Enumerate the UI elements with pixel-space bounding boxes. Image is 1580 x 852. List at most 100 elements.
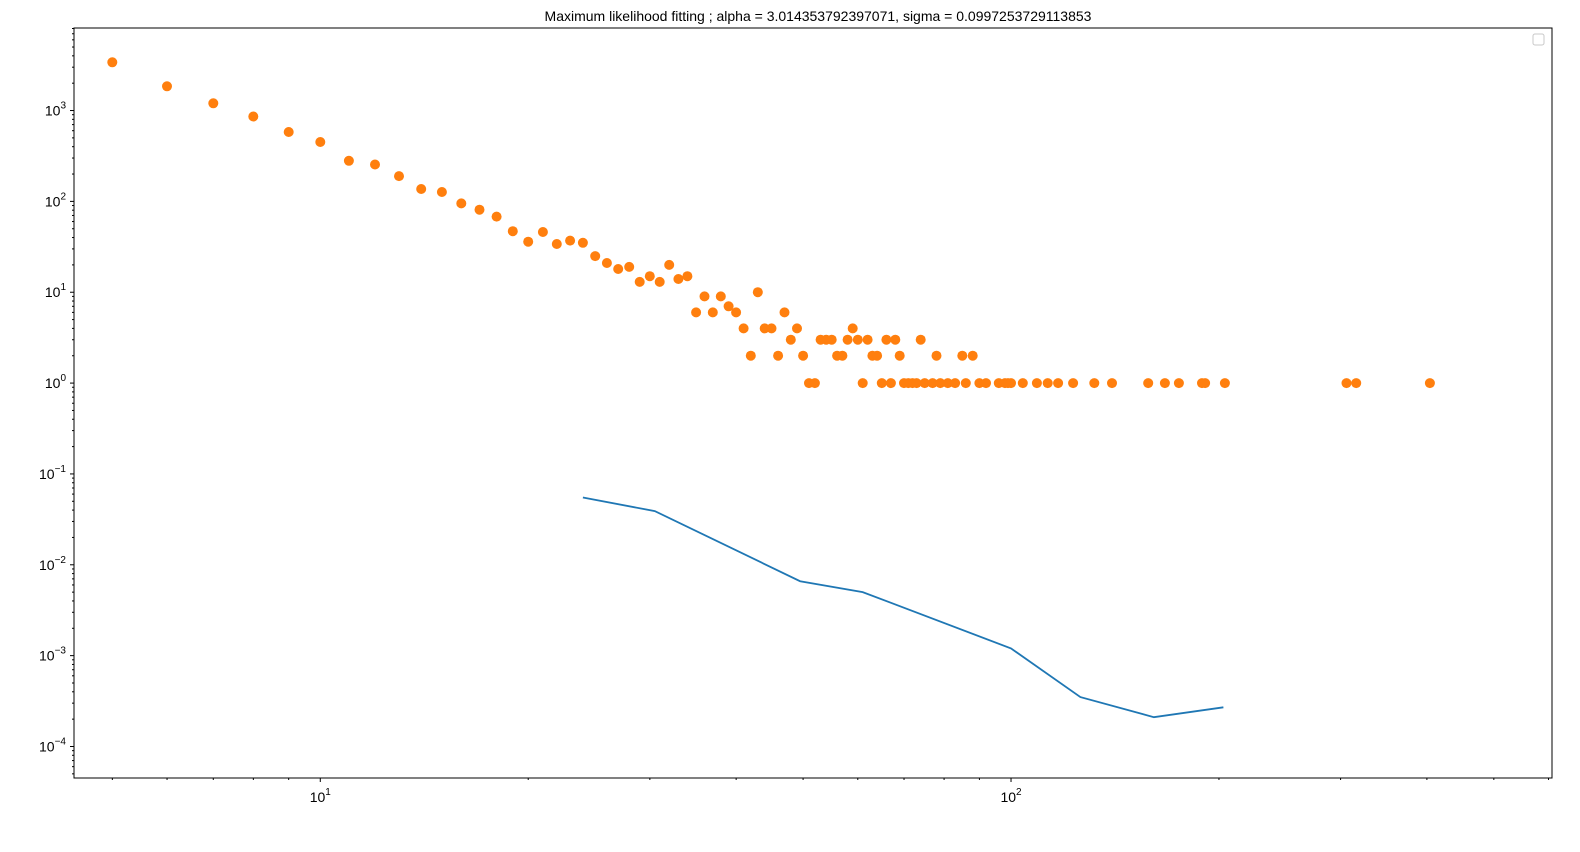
scatter-point xyxy=(752,287,763,298)
y-tick-base: 10 xyxy=(45,284,61,300)
y-tick-label: 101 xyxy=(45,282,67,300)
scatter-point xyxy=(950,378,961,389)
scatter-point xyxy=(1031,378,1042,389)
scatter-point xyxy=(852,334,863,345)
scatter-point xyxy=(644,271,655,282)
scatter-point xyxy=(731,307,742,318)
scatter-point xyxy=(885,378,896,389)
scatter-point xyxy=(654,276,665,287)
y-tick-label: 103 xyxy=(45,101,67,119)
scatter-point xyxy=(474,204,485,215)
scatter-point xyxy=(1424,378,1435,389)
scatter-point xyxy=(837,350,848,361)
scatter-point xyxy=(691,307,702,318)
y-tick-label: 10−2 xyxy=(39,555,66,573)
scatter-point xyxy=(957,350,968,361)
scatter-point xyxy=(911,378,922,389)
scatter-point xyxy=(1341,378,1352,389)
scatter-point xyxy=(960,378,971,389)
y-tick-base: 10 xyxy=(45,375,61,391)
scatter-point xyxy=(1107,378,1117,389)
scatter-point xyxy=(436,187,447,197)
scatter-point xyxy=(613,264,624,274)
scatter-point xyxy=(1042,378,1053,389)
scatter-point xyxy=(1017,378,1028,389)
scatter-point xyxy=(842,334,853,345)
scatter-point xyxy=(699,291,710,302)
scatter-point xyxy=(715,291,726,302)
y-tick-label: 100 xyxy=(45,373,67,391)
scatter-point xyxy=(1053,378,1064,389)
scatter-point xyxy=(1089,378,1100,389)
scatter-point xyxy=(785,334,796,345)
x-tick-exponent: 2 xyxy=(1016,787,1022,798)
scatter-point xyxy=(456,198,467,209)
scatter-point xyxy=(738,323,749,334)
scatter-point xyxy=(745,350,756,361)
scatter-point xyxy=(847,323,858,334)
scatter-point xyxy=(537,227,548,237)
scatter-point xyxy=(1159,378,1170,389)
y-tick-base: 10 xyxy=(39,466,55,482)
scatter-point xyxy=(1006,378,1016,389)
scatter-point xyxy=(981,378,991,389)
y-tick-exponent: 0 xyxy=(60,373,66,384)
x-tick-label: 102 xyxy=(1000,787,1022,805)
scatter-point xyxy=(967,350,978,361)
scatter-point xyxy=(248,111,259,122)
scatter-point xyxy=(876,378,887,389)
scatter-point xyxy=(283,127,294,137)
chart-title: Maximum likelihood fitting ; alpha = 3.0… xyxy=(545,8,1092,24)
scatter-point xyxy=(315,137,326,147)
y-tick-label: 10−1 xyxy=(39,464,66,482)
y-tick-label: 102 xyxy=(45,191,67,209)
scatter-point xyxy=(507,226,518,237)
scatter-point xyxy=(779,307,790,318)
x-tick-base: 10 xyxy=(1000,789,1016,805)
scatter-point xyxy=(551,239,562,249)
y-tick-exponent: −1 xyxy=(55,464,67,475)
scatter-point xyxy=(915,334,926,345)
y-tick-base: 10 xyxy=(39,557,55,573)
x-tick-label: 101 xyxy=(310,787,332,805)
scatter-point xyxy=(682,271,693,282)
x-tick-exponent: 1 xyxy=(325,787,331,798)
scatter-point xyxy=(857,378,868,389)
scatter-point xyxy=(577,237,588,248)
scatter-point xyxy=(798,350,809,361)
scatter-point xyxy=(162,81,172,92)
y-tick-exponent: −4 xyxy=(55,736,67,747)
y-tick-exponent: 1 xyxy=(60,282,66,293)
x-axis-ticks: 101 102 xyxy=(111,778,1550,805)
x-tick-base: 10 xyxy=(310,789,326,805)
scatter-point xyxy=(416,184,427,194)
scatter-point xyxy=(523,236,534,247)
scatter-point xyxy=(723,301,734,312)
scatter-point xyxy=(792,323,802,334)
scatter-point xyxy=(881,334,892,345)
scatter-point xyxy=(773,350,784,361)
scatter-point xyxy=(664,259,675,270)
y-tick-base: 10 xyxy=(39,648,55,664)
legend-box xyxy=(1532,33,1545,46)
scatter-point xyxy=(1068,378,1079,389)
scatter-point xyxy=(919,378,930,389)
scatter-point xyxy=(107,57,118,68)
scatter-point xyxy=(343,155,354,166)
y-tick-label: 10−4 xyxy=(39,736,66,754)
scatter-point xyxy=(826,334,837,345)
scatter-point xyxy=(872,350,883,361)
scatter-point xyxy=(624,261,635,272)
y-tick-exponent: −2 xyxy=(55,555,67,566)
y-tick-base: 10 xyxy=(39,738,55,754)
scatter-point xyxy=(809,378,820,389)
y-tick-base: 10 xyxy=(45,103,61,119)
scatter-point xyxy=(927,378,938,389)
scatter-point xyxy=(601,258,612,268)
scatter-point xyxy=(394,171,404,182)
scatter-point xyxy=(1143,378,1154,389)
scatter-point xyxy=(673,274,684,284)
scatter-point xyxy=(491,211,502,222)
fit-line xyxy=(582,496,1224,719)
scatter-point xyxy=(707,307,718,318)
